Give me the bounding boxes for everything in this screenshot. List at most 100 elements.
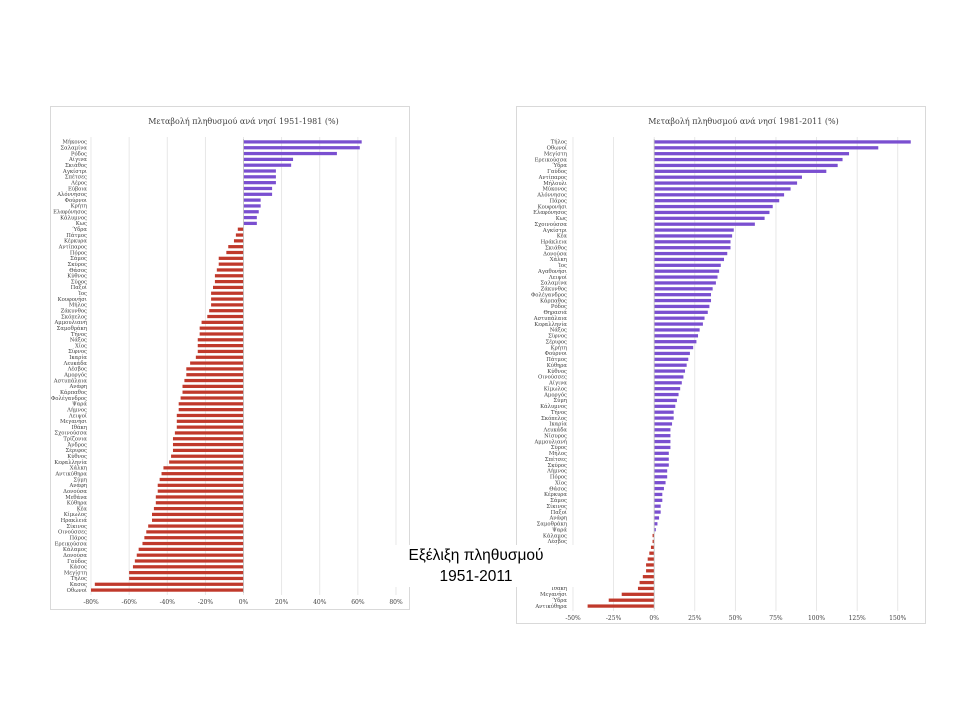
chart2-category-label: Κάλαμος xyxy=(543,532,567,539)
chart1-bar xyxy=(243,186,273,191)
chart1-category-label: Μήκονος xyxy=(63,139,88,146)
chart2-bar xyxy=(654,492,663,497)
chart1-bar xyxy=(134,559,244,563)
chart2-category-label: Κύθηρα xyxy=(547,362,568,369)
chart1-category-label: Λευκάδα xyxy=(63,360,88,367)
chart2-bar xyxy=(654,152,850,156)
chart1-category-label: Κάσος xyxy=(70,564,87,571)
caption-line-1: Εξέλιξη πληθυσμού xyxy=(408,547,544,564)
chart1-tick-label: -60% xyxy=(121,599,137,606)
chart2-bar xyxy=(654,304,710,309)
chart1-category-label: Θάσος xyxy=(69,267,87,274)
chart1-bar xyxy=(172,448,244,453)
chart1-category-label: Πάρος xyxy=(70,535,87,542)
chart1-category-label: Σκόπελος xyxy=(61,313,87,320)
chart2-bar xyxy=(654,281,716,285)
chart2-bar xyxy=(654,204,773,209)
chart1-tick-label: 60% xyxy=(351,599,365,606)
chart1-category-label: Λέσβος xyxy=(67,366,87,373)
chart2-category-label: Ίος xyxy=(558,262,567,269)
chart2-category-label: Ερεικούσσα xyxy=(535,156,568,163)
chart2-tick-label: 0% xyxy=(649,615,659,622)
chart1-category-label: Σάμος xyxy=(70,255,87,262)
chart2-category-label: Σύμη xyxy=(553,397,567,404)
chart2-bar xyxy=(654,199,780,203)
chart1-bar xyxy=(136,553,244,557)
chart1-category-label: Ψαρά xyxy=(72,401,87,408)
chart1-category-label: Κεφαλληνία xyxy=(54,459,87,466)
chart2-bar xyxy=(654,528,656,532)
chart1-category-label: Ηρακλειά xyxy=(61,517,88,524)
chart1-bar xyxy=(129,576,244,581)
chart2-title: Μεταβολή πληθυσμού ανά νησί 1981-2011 (%… xyxy=(648,117,839,126)
chart1-bar xyxy=(243,169,276,173)
chart1-bar xyxy=(144,536,244,540)
chart1-bar xyxy=(243,157,294,162)
chart2-category-label: Δονούσα xyxy=(543,250,567,257)
chart1-category-label: Αλόννησος xyxy=(56,191,87,198)
chart1-bar xyxy=(172,442,244,447)
chart1-bar xyxy=(197,338,244,342)
chart1-tick-label: 0% xyxy=(239,599,249,606)
chart1-bar xyxy=(174,431,244,435)
chart2-bar xyxy=(654,210,770,215)
chart2-category-label: Αστυπάλαια xyxy=(533,315,568,322)
chart1-bar xyxy=(197,343,244,348)
caption-line-2: 1951-2011 xyxy=(439,568,513,585)
chart1-tick-label: 20% xyxy=(275,599,289,606)
chart2-category-label: Σχοινούσσα xyxy=(534,221,567,228)
chart1-category-label: Εύβοια xyxy=(68,185,87,192)
chart2-category-label: Σίκινος xyxy=(546,503,567,510)
chart2-category-label: Ψαρά xyxy=(552,526,567,533)
chart2-category-label: Μήλουλι xyxy=(543,180,567,187)
chart1-category-label: Γαύδος xyxy=(67,558,87,565)
chart1-bar xyxy=(228,245,244,249)
chart2-bar xyxy=(637,586,655,591)
chart2-bar xyxy=(654,257,725,262)
chart1-bar xyxy=(216,268,244,272)
chart2-bar xyxy=(654,187,791,191)
chart2-bar xyxy=(654,240,731,244)
chart2-tick-label: -25% xyxy=(606,615,622,622)
chart1-bar xyxy=(132,565,244,569)
chart1-category-label: Φούρνοι xyxy=(65,197,87,204)
chart1-category-label: Χάλκη xyxy=(70,465,87,472)
chart2-category-label: Αμμουλιανή xyxy=(533,438,567,445)
chart2-bar xyxy=(654,269,720,273)
chart1-bar xyxy=(186,367,244,371)
chart1-category-label: Κύθνος xyxy=(67,273,87,280)
chart1-category-label: Οινούσσες xyxy=(58,529,87,536)
chart2-category-label: Αγκίστρι xyxy=(542,227,567,234)
chart2-category-label: Ελαφόνησος xyxy=(533,209,567,216)
chart1-bar xyxy=(243,215,257,220)
chart-1981-2011-svg: Μεταβολή πληθυσμού ανά νησί 1981-2011 (%… xyxy=(526,117,911,622)
chart2-category-label: Ρόδος xyxy=(551,303,567,310)
chart2-category-label: Φούρνοι xyxy=(545,350,567,357)
chart1-category-label: Τήλος xyxy=(71,575,87,582)
chart2-category-label: Ικαρία xyxy=(549,421,567,428)
chart1-bar xyxy=(157,483,244,487)
chart2-category-label: Αντικύθηρα xyxy=(534,603,567,610)
chart2-bar xyxy=(654,193,785,197)
chart1-category-label: Άνδρος xyxy=(66,441,87,448)
chart2-category-label: Ύδρα xyxy=(552,597,567,604)
chart2-tick-label: 150% xyxy=(889,615,906,622)
chart1-bar xyxy=(235,233,244,237)
chart1-bar xyxy=(233,239,244,243)
chart2-bar xyxy=(654,322,703,326)
chart1-bar xyxy=(243,151,337,156)
chart2-category-label: Κεφαλληνία xyxy=(534,321,567,328)
chart2-category-label: Μεγίστη xyxy=(544,150,567,157)
chart2-bar xyxy=(654,428,671,432)
chart1-category-label: Σίφνος xyxy=(68,348,87,355)
chart1-bar xyxy=(243,204,261,208)
chart2-category-label: Πάρος xyxy=(550,197,567,204)
chart1-bar xyxy=(180,396,244,400)
chart2-bar xyxy=(654,357,689,361)
chart1-bar xyxy=(214,279,244,284)
chart2-category-label: Μήλος xyxy=(549,450,567,457)
chart2-bar xyxy=(654,263,721,267)
chart2-bar xyxy=(654,146,879,150)
chart1-category-label: Αίγινα xyxy=(68,156,87,163)
chart2-bar xyxy=(654,251,728,256)
